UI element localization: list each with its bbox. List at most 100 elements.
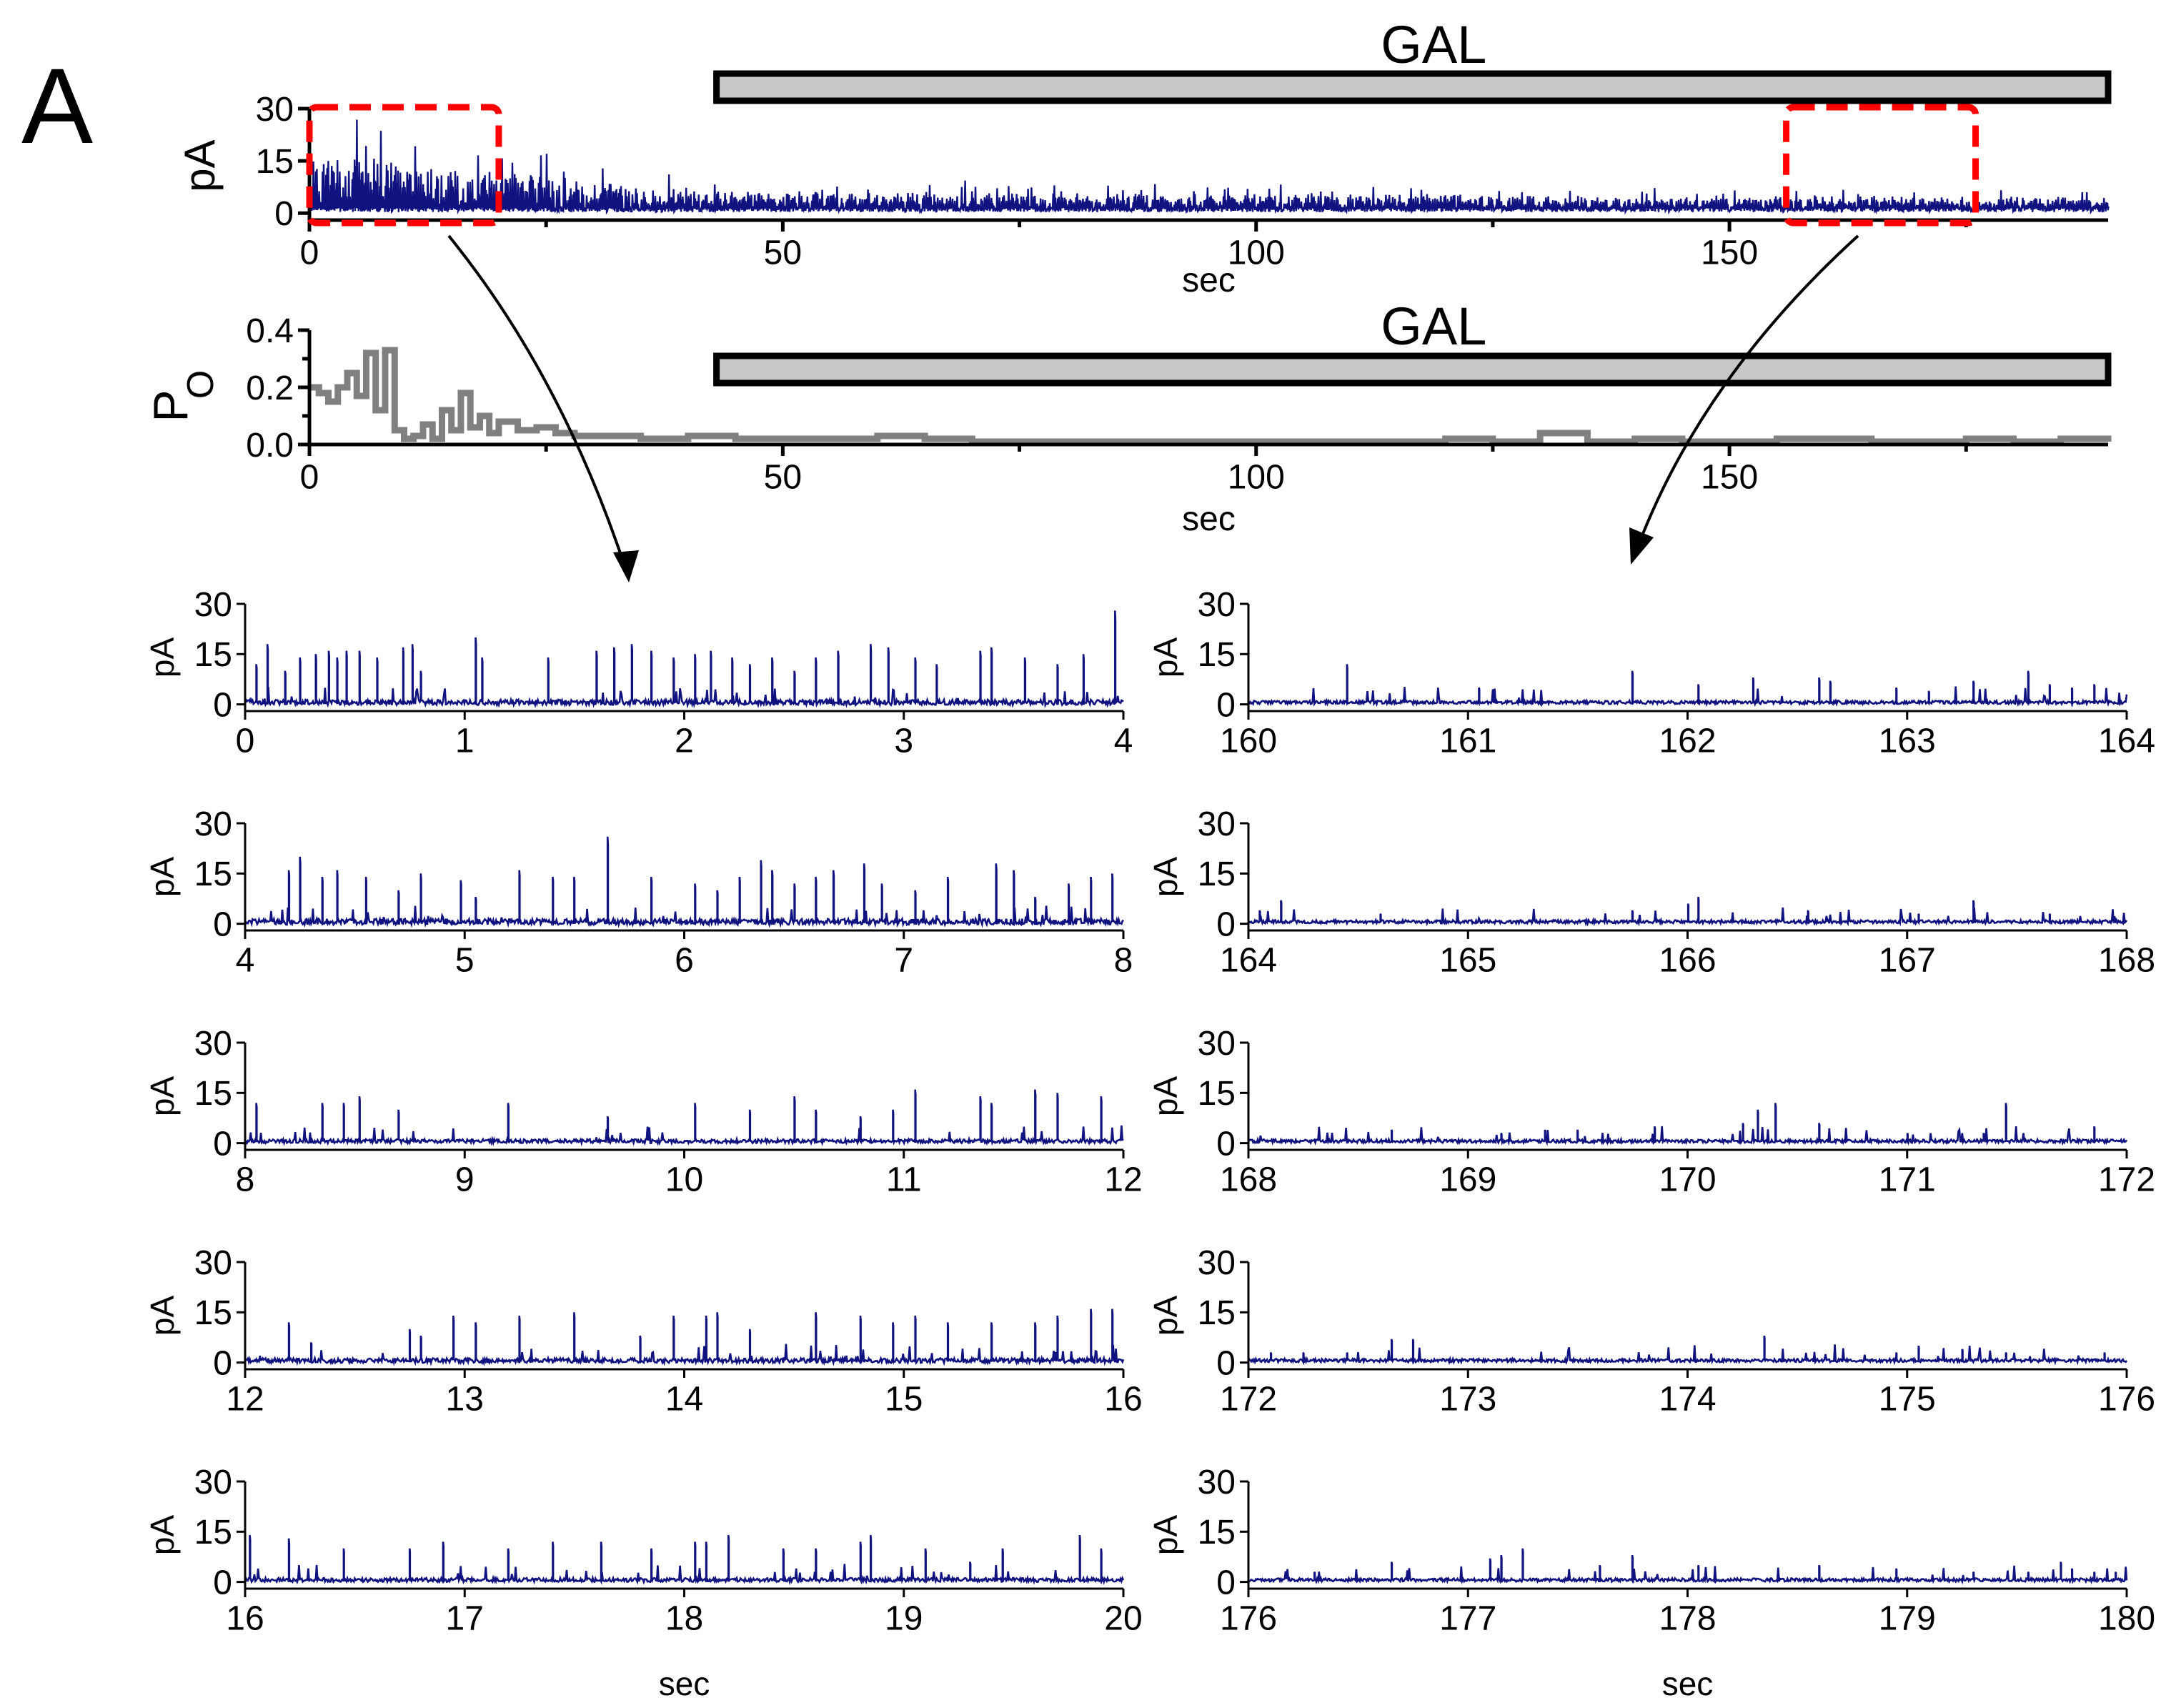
overview-po-y-tick-label: 0.0 [246, 427, 294, 465]
zoom-left-x-tick-label: 2 [675, 723, 694, 760]
zoom-right-x-tick-label: 173 [1439, 1381, 1496, 1419]
zoom-left-x-tick-label: 1 [455, 723, 475, 760]
zoom-left-x-tick-label: 11 [886, 1161, 922, 1199]
overview-po-x-tick-label: 150 [1701, 459, 1758, 497]
zoom-left-x-tick-label: 13 [446, 1381, 484, 1419]
zoom-right-x-tick-label: 161 [1439, 723, 1496, 760]
zoom-right-y-tick-label: 15 [1198, 1075, 1236, 1113]
zoom-right-trace [1247, 1548, 2128, 1585]
zoom-right-row-3: 168 169 170 171 172 0 15 30 pA [1147, 1025, 2155, 1199]
zoom-right-ylabel: pA [1147, 857, 1184, 898]
overview-po-ylabel: P [144, 389, 198, 422]
zoom-right-y-tick-label: 30 [1198, 586, 1236, 624]
zoom-right-x-tick-label: 160 [1220, 723, 1277, 760]
zoom-right-x-tick-label: 175 [1879, 1381, 1936, 1419]
zoom-left-y-tick-label: 15 [194, 636, 232, 674]
zoom-left-row-4: 12 13 14 15 16 0 15 30 pA [144, 1244, 1143, 1419]
overview-current-x-tick-label: 0 [300, 234, 319, 272]
zoom-right-x-tick-label: 164 [2098, 723, 2155, 760]
overview-current-ylabel: pA [176, 139, 224, 192]
zoom-left-x-tick-label: 19 [885, 1600, 923, 1638]
zoom-left-ylabel: pA [144, 1076, 181, 1117]
zoom-left-row-5: 16 17 18 19 20 0 15 30 pA [144, 1464, 1143, 1638]
overview-current-treatment-bar [713, 70, 2112, 104]
zoom-left-y-tick-label: 15 [194, 855, 232, 893]
overview-po-y-tick-label: 0.4 [246, 312, 294, 350]
zoom-left-y-tick-label: 15 [194, 1514, 232, 1551]
zoom-left-y-tick-label: 15 [194, 1294, 232, 1332]
zoom-left-x-tick-label: 16 [226, 1600, 264, 1638]
zoom-left-y-tick-label: 0 [213, 686, 232, 724]
zoom-left-y-tick-label: 30 [194, 586, 232, 624]
zoom-right-x-tick-label: 176 [1220, 1600, 1277, 1638]
zoom-left-y-tick-label: 30 [194, 805, 232, 843]
zoom-left-x-tick-label: 10 [665, 1161, 703, 1199]
zoom-left-ylabel: pA [144, 857, 181, 898]
overview-current-x-tick-label: 100 [1228, 234, 1285, 272]
overview-po-treatment-label: GAL [1381, 297, 1486, 356]
zoom-left-x-tick-label: 12 [226, 1381, 264, 1419]
zoom-region-highlight [306, 104, 502, 227]
zoom-left-x-tick-label: 9 [455, 1161, 475, 1199]
zoom-right-row-5: 176 177 178 179 180 0 15 30 pA [1147, 1464, 2155, 1638]
zoom-right-x-tick-label: 170 [1659, 1161, 1716, 1199]
zoom-right-x-tick-label: 174 [1659, 1381, 1716, 1419]
zoom-right-row-2: 164 165 166 167 168 0 15 30 pA [1147, 805, 2155, 980]
zoom-right-x-tick-label: 162 [1659, 723, 1716, 760]
zoom-right-x-tick-label: 165 [1439, 942, 1496, 980]
zoom-right-x-tick-label: 172 [2098, 1161, 2155, 1199]
zoom-region-highlight [1783, 104, 1979, 227]
overview-current-xlabel: sec [1182, 262, 1236, 299]
overview-po-x-tick-label: 50 [764, 459, 802, 497]
zoom-left-row-3: 8 9 10 11 12 0 15 30 pA [144, 1025, 1143, 1199]
zoom-right-y-tick-label: 30 [1198, 1244, 1236, 1282]
overview-po-x-tick-label: 100 [1228, 459, 1285, 497]
zoom-right-y-tick-label: 0 [1216, 1564, 1236, 1602]
zoom-right-x-tick-label: 169 [1439, 1161, 1496, 1199]
overview-current-chart: 0 50 100 150 0 15 30 pA sec GAL [176, 15, 2112, 299]
zoom-arrow-right [1635, 234, 1859, 551]
overview-po-xlabel: sec [1182, 500, 1236, 538]
zoom-right-x-tick-label: 166 [1659, 942, 1716, 980]
zoom-left-y-tick-label: 0 [213, 1125, 232, 1163]
zoom-left-y-tick-label: 15 [194, 1075, 232, 1113]
zoom-left-x-tick-label: 8 [1114, 942, 1133, 980]
zoom-right-ylabel: pA [1147, 637, 1184, 678]
zoom-right-x-tick-label: 167 [1879, 942, 1936, 980]
zoom-right-x-tick-label: 171 [1879, 1161, 1936, 1199]
zoom-left-x-tick-label: 7 [894, 942, 913, 980]
zoom-right-x-tick-label: 179 [1879, 1600, 1936, 1638]
overview-po-ylabel-subscript: O [180, 370, 222, 399]
zoom-right-x-tick-label: 164 [1220, 942, 1277, 980]
zoom-right-y-tick-label: 0 [1216, 686, 1236, 724]
zoom-left-ylabel: pA [144, 1296, 181, 1336]
zoom-left-ylabel: pA [144, 637, 181, 678]
zoom-right-trace [1248, 1103, 2128, 1146]
zoom-left-y-tick-label: 30 [194, 1244, 232, 1282]
overview-current-x-tick-label: 50 [764, 234, 802, 272]
zoom-left-x-tick-label: 6 [675, 942, 694, 980]
zoom-right-trace [1248, 664, 2128, 707]
zoom-right-y-tick-label: 30 [1198, 1464, 1236, 1501]
zoom-left-x-tick-label: 4 [1114, 723, 1133, 760]
zoom-right-y-tick-label: 30 [1198, 805, 1236, 843]
zoom-left-y-tick-label: 30 [194, 1464, 232, 1501]
zoom-right-x-tick-label: 168 [2098, 942, 2155, 980]
zoom-right-trace [1248, 896, 2128, 927]
zoom-left-x-tick-label: 4 [236, 942, 255, 980]
zoom-right-x-tick-label: 168 [1220, 1161, 1277, 1199]
panel-letter: A [21, 46, 93, 166]
zoom-left-xlabel: sec [659, 1665, 710, 1702]
zoom-right-x-tick-label: 180 [2098, 1600, 2155, 1638]
zoom-arrow-left [447, 234, 630, 580]
zoom-right-xlabel: sec [1662, 1665, 1714, 1702]
overview-current-y-tick-label: 15 [256, 143, 294, 181]
zoom-left-y-tick-label: 0 [213, 905, 232, 943]
zoom-right-ylabel: pA [1147, 1076, 1184, 1117]
zoom-left-row-1: 0 1 2 3 4 0 15 30 pA [144, 586, 1133, 760]
zoom-right-row-1: 160 161 162 163 164 0 15 30 pA [1147, 586, 2155, 760]
zoom-right-row-4: 172 173 174 175 176 0 15 30 pA [1147, 1244, 2155, 1419]
